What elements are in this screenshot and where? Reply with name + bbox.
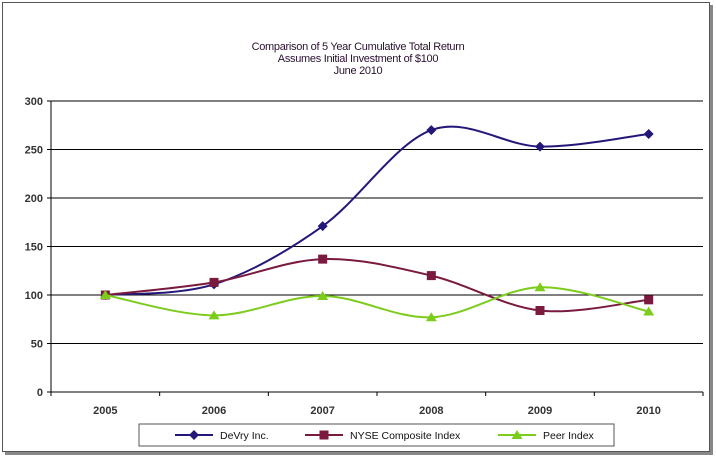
series-line-0: [105, 125, 649, 296]
data-point-1: [535, 306, 545, 316]
data-point-0: [643, 128, 654, 139]
data-point-0: [317, 221, 328, 232]
chart-frame: [2, 2, 710, 452]
chart-title: Comparison of 5 Year Cumulative Total Re…: [251, 41, 465, 53]
x-tick-label: 2010: [636, 405, 660, 417]
y-tick-label: 250: [25, 145, 43, 157]
chart-subtitle: Assumes Initial Investment of $100: [277, 53, 439, 65]
y-tick-label: 50: [31, 339, 43, 351]
data-point-2: [425, 312, 437, 322]
legend-label: DeVry Inc.: [220, 430, 269, 442]
series-line-1: [105, 258, 649, 313]
x-tick-label: 2009: [528, 405, 552, 417]
data-point-2: [208, 310, 220, 320]
y-tick-label: 200: [25, 193, 43, 205]
legend-label: Peer Index: [543, 430, 595, 442]
legend-marker-diamond: [189, 430, 199, 440]
data-point-2: [317, 290, 329, 300]
data-point-2: [643, 306, 655, 316]
y-tick-label: 300: [25, 96, 43, 108]
data-point-1: [318, 254, 328, 264]
data-point-1: [644, 295, 654, 305]
data-point-0: [535, 141, 545, 152]
legend-marker-triangle: [511, 430, 523, 439]
x-tick-label: 2007: [310, 405, 334, 417]
data-point-2: [99, 290, 111, 299]
data-point-0: [426, 125, 437, 136]
data-point-2: [534, 282, 546, 292]
chart-date: June 2010: [333, 65, 383, 77]
x-tick-label: 2005: [93, 405, 117, 417]
legend-box: [138, 423, 615, 447]
x-tick-label: 2008: [419, 405, 443, 417]
y-tick-label: 0: [37, 387, 43, 399]
x-tick-label: 2006: [202, 405, 226, 417]
legend-marker-square: [319, 430, 329, 440]
data-point-1: [209, 277, 219, 287]
series-line-2: [105, 286, 649, 319]
legend-label: NYSE Composite Index: [350, 430, 461, 442]
data-point-1: [426, 271, 436, 281]
y-tick-label: 100: [25, 290, 43, 302]
y-tick-label: 150: [25, 242, 43, 254]
